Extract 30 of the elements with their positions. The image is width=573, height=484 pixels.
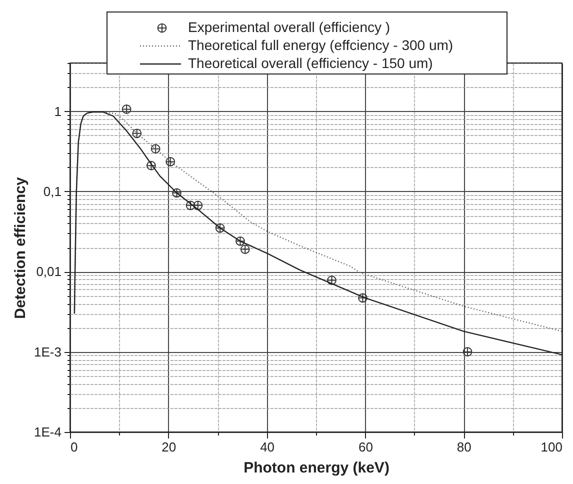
point <box>150 144 160 154</box>
y-tick-label: 1E-4 <box>34 424 62 440</box>
y-tick-label: 0,01 <box>36 264 62 280</box>
point <box>132 128 142 138</box>
legend-label: Theoretical full energy (effciency - 300 um) <box>188 37 454 53</box>
point <box>166 157 176 166</box>
point <box>172 188 182 198</box>
x-tick-label: 40 <box>260 440 275 454</box>
x-axis-title: Photon energy (keV) <box>244 460 390 476</box>
point <box>236 236 245 246</box>
legend-label: Theoretical overall (efficiency - 150 um) <box>188 55 433 71</box>
y-axis-title: Detection efficiency <box>12 176 30 319</box>
x-tick-label: 100 <box>540 440 562 454</box>
point <box>462 347 472 356</box>
x-tick-label: 0 <box>70 440 78 454</box>
x-tick-label: 80 <box>456 440 472 454</box>
point <box>193 200 203 210</box>
y-tick-label: 0,1 <box>43 184 62 199</box>
point <box>327 276 336 285</box>
point <box>186 200 196 210</box>
point <box>358 293 368 303</box>
point <box>122 104 132 114</box>
y-tick-label: 1E-3 <box>34 344 62 360</box>
x-tick-label: 60 <box>358 440 373 454</box>
x-tick-label: 20 <box>162 440 176 454</box>
y-tick-label: 1 <box>54 104 62 119</box>
point <box>146 160 156 170</box>
point <box>240 244 250 254</box>
legend-label: Experimental overall (efficiency ) <box>188 19 390 35</box>
point <box>215 223 225 233</box>
